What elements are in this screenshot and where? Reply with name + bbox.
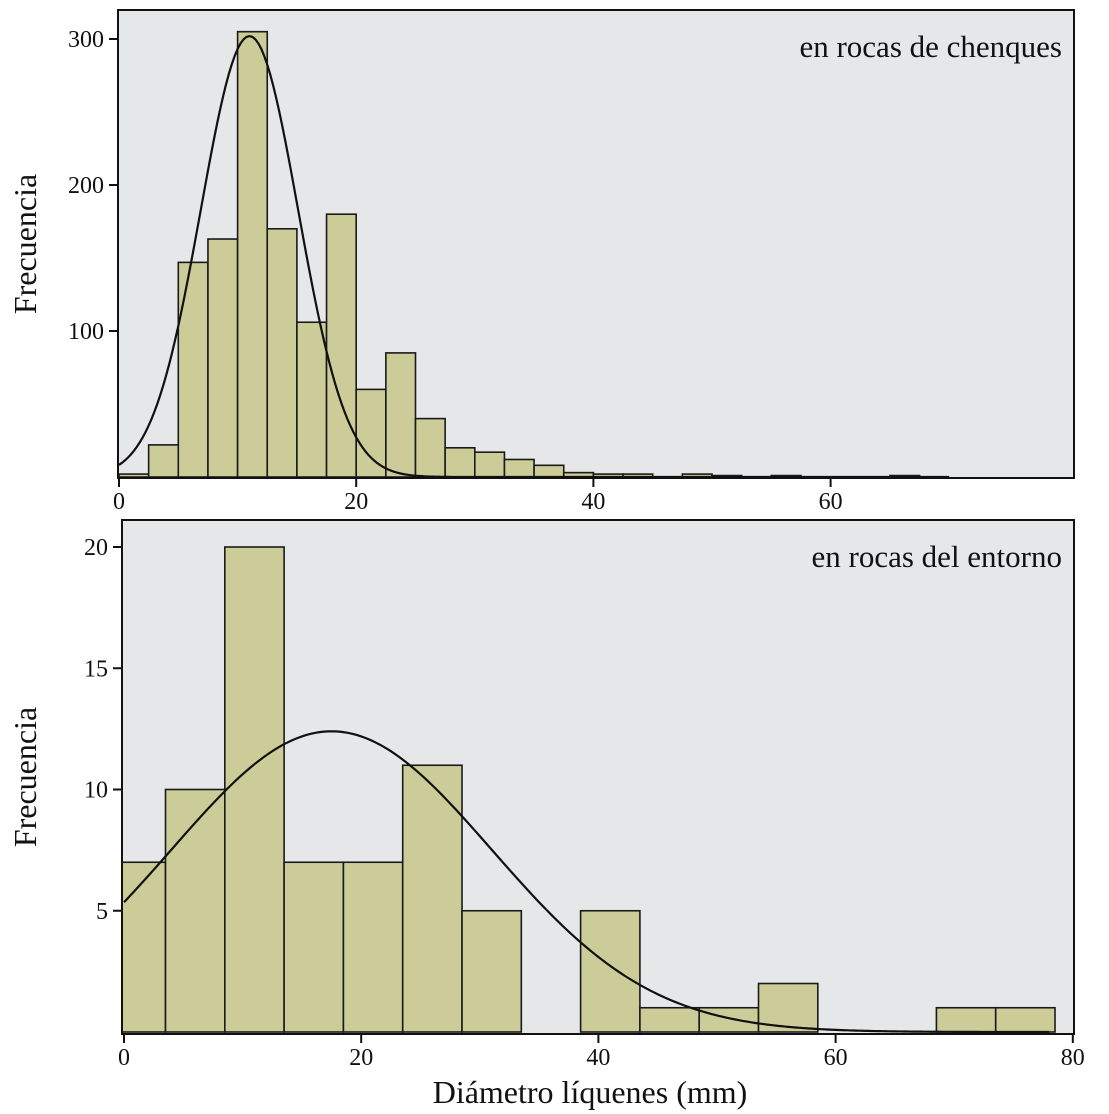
histogram-bar [147,444,180,478]
x-tick-label: 20 [344,489,368,515]
histogram-bar [266,228,298,478]
x-tick-label: 80 [1061,1045,1085,1071]
histogram-bar [414,417,446,478]
histogram-bar [207,238,239,478]
histogram-bar [164,788,226,1033]
histogram-bar [639,1006,701,1033]
histogram-panel-2: 5 10 15 20 0 20 40 60 80 en rocas del entorno Frec… [7,519,1085,1110]
histogram-bar [224,546,285,1033]
histogram-bar [444,446,476,478]
x-tick-label: 0 [118,1045,130,1071]
histogram-bar [283,861,345,1033]
bars [121,546,1056,1033]
histogram-bar [236,30,269,478]
panel-label: en rocas de chenques [799,29,1062,64]
histogram-bar [325,213,357,478]
normal-curve [123,730,1050,1034]
x-tick-label: 60 [819,489,843,515]
histogram-bar [296,321,328,478]
y-tick-label: 5 [96,899,108,925]
x-tick-label: 40 [586,1045,610,1071]
y-tick-label: 100 [68,319,104,345]
bars [118,30,921,478]
y-tick-label: 300 [68,27,104,53]
histogram-bar [342,861,404,1033]
x-tick-label: 20 [349,1045,373,1071]
histogram-bar [385,352,417,478]
histogram-bar [579,909,641,1033]
histogram-panel-1: 100 200 300 0 20 40 60 en rocas de chenques Frec… [7,9,1075,515]
plot-frame [117,9,1075,479]
histogram-bar [533,464,565,478]
y-tick-label: 15 [84,656,108,682]
histogram-bar [177,261,209,478]
histogram-bar [121,861,167,1033]
histogram-bar [355,388,387,478]
histogram-bar [118,473,150,478]
histogram-bar [401,764,463,1033]
histogram-bar [994,1006,1056,1033]
y-tick-label: 200 [68,173,104,199]
y-axis-title: Frecuencia [7,174,43,314]
y-axis-title: Frecuencia [7,707,43,847]
histogram-bar [461,909,523,1033]
x-tick-label: 0 [113,489,125,515]
panel-label: en rocas del entorno [812,539,1062,574]
x-tick-label: 60 [824,1045,848,1071]
y-tick-label: 20 [84,535,108,561]
histogram-bar [698,1006,760,1033]
y-tick-label: 10 [84,778,108,804]
x-axis-title: Diámetro líquenes (mm) [433,1074,748,1110]
histogram-bar [503,458,535,478]
x-tick-label: 40 [581,489,605,515]
histogram-bar [935,1006,997,1033]
histogram-bar [473,451,506,478]
